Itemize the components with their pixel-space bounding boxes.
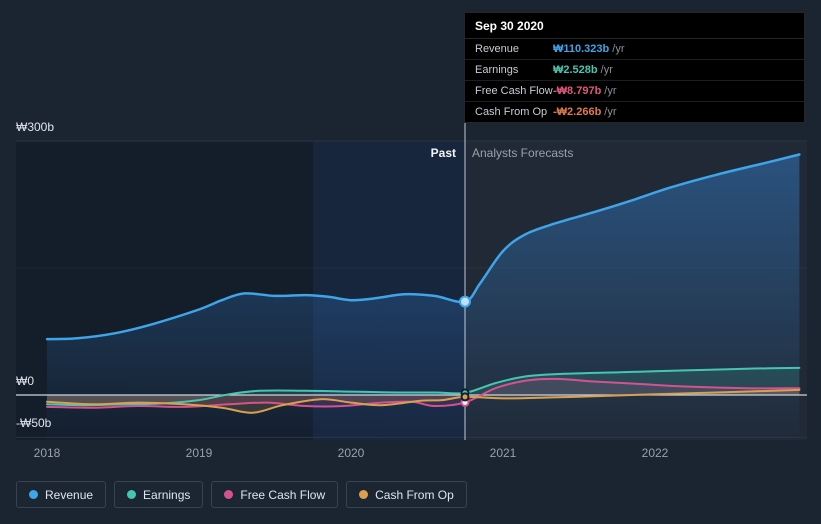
tooltip-row-label: Free Cash Flow: [475, 85, 553, 97]
tooltip-row-unit: /yr: [600, 64, 613, 76]
tooltip-row-value: ₩2.528b: [553, 64, 598, 76]
earnings-area: [47, 367, 800, 406]
x-tick-2020: 2020: [337, 446, 365, 460]
chart-legend: Revenue Earnings Free Cash Flow Cash From O…: [16, 481, 467, 508]
tooltip-row-cash-from-op: Cash From Op -₩2.266b/yr: [465, 102, 804, 122]
tooltip-row-unit: /yr: [604, 85, 617, 97]
y-tick-0: ₩0: [16, 374, 34, 388]
legend-dot: [359, 490, 369, 499]
cash-from-op-marker-dot[interactable]: [460, 392, 470, 402]
legend-item-free-cash-flow[interactable]: Free Cash Flow: [211, 481, 339, 508]
legend-label: Free Cash Flow: [240, 487, 326, 502]
x-tick-2019: 2019: [185, 446, 213, 460]
tooltip-rows: Revenue ₩110.323b/yr Earnings ₩2.528b/yr Fre…: [465, 39, 804, 122]
legend-item-cash-from-op[interactable]: Cash From Op: [346, 481, 467, 508]
legend-label: Revenue: [45, 487, 94, 502]
revenue-marker-dot[interactable]: [459, 295, 471, 308]
legend-label: Cash From Op: [375, 487, 454, 502]
legend-item-revenue[interactable]: Revenue: [16, 481, 107, 508]
legend-dot: [127, 490, 137, 499]
tooltip-row-value: -₩8.797b: [553, 85, 602, 97]
tooltip-row-earnings: Earnings ₩2.528b/yr: [465, 60, 804, 81]
tooltip-row-free-cash-flow: Free Cash Flow -₩8.797b/yr: [465, 81, 804, 102]
tooltip-row-revenue: Revenue ₩110.323b/yr: [465, 39, 804, 60]
tooltip-date: Sep 30 2020: [465, 13, 804, 39]
legend-item-earnings[interactable]: Earnings: [114, 481, 204, 508]
tooltip-row-label: Revenue: [475, 43, 520, 55]
free-cash-flow-line: [46, 377, 801, 409]
data-tooltip: Sep 30 2020 Revenue ₩110.323b/yr Earnings ₩…: [464, 12, 805, 123]
tooltip-row-label: Cash From Op: [475, 106, 548, 118]
tooltip-row-unit: /yr: [604, 106, 617, 118]
x-tick-2021: 2021: [489, 446, 517, 460]
tooltip-row-value: -₩2.266b: [553, 106, 602, 118]
legend-dot: [224, 490, 234, 499]
x-tick-2022: 2022: [641, 446, 669, 460]
y-tick--50b: -₩50b: [16, 416, 52, 431]
free-cash-flow-area: [47, 378, 800, 408]
tooltip-row-value: ₩110.323b: [553, 43, 610, 55]
tooltip-row-unit: /yr: [612, 43, 625, 55]
legend-dot: [29, 490, 38, 499]
tooltip-row-label: Earnings: [475, 64, 519, 76]
revenue-line: [45, 153, 801, 341]
past-label: Past: [430, 146, 456, 160]
x-tick-2018: 2018: [33, 446, 61, 460]
cash-from-op-line: [46, 388, 801, 414]
analysts-forecasts-label: Analysts Forecasts: [472, 146, 574, 160]
revenue-area: [47, 154, 800, 440]
y-tick-300b: ₩300b: [16, 120, 55, 134]
legend-label: Earnings: [143, 487, 191, 502]
